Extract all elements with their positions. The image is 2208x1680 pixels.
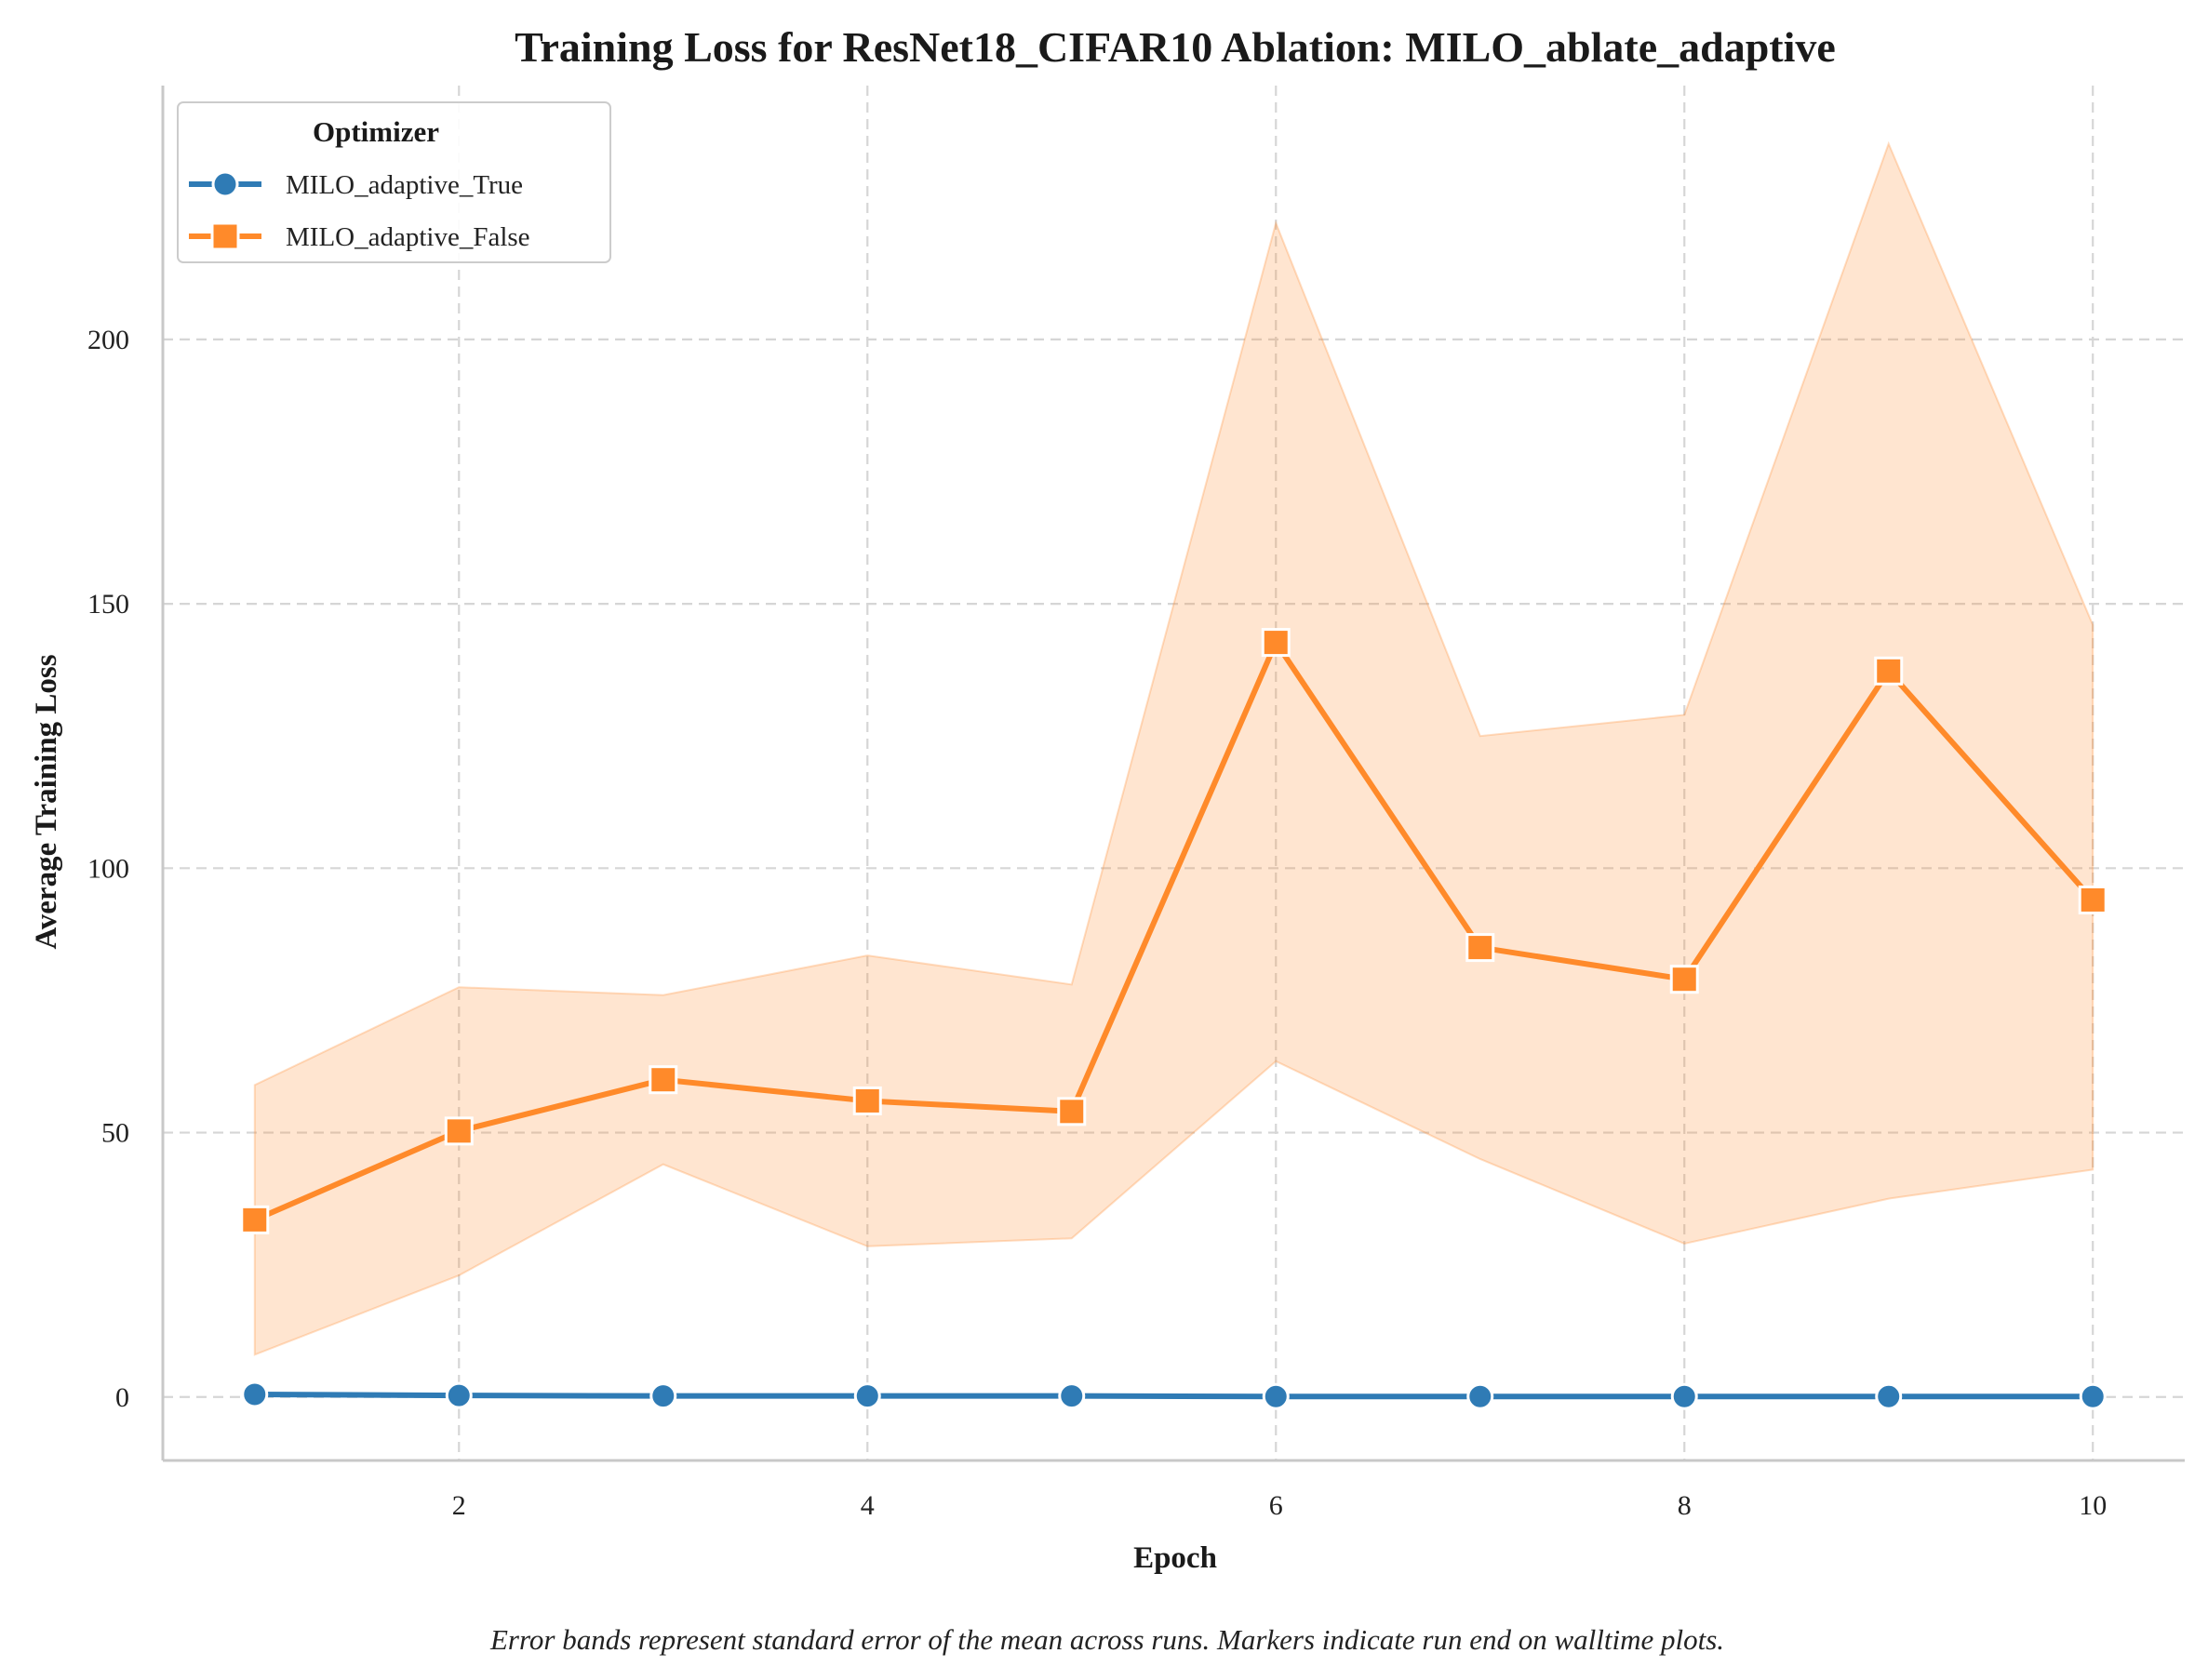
- data-point: [241, 1380, 269, 1408]
- x-tick-label: 4: [861, 1490, 875, 1521]
- series-markers: [240, 628, 2108, 1410]
- error-bands: [253, 140, 2094, 1398]
- series-line-MILO_adaptive_True: [251, 1391, 2096, 1400]
- data-point: [1466, 1382, 1494, 1410]
- data-point: [649, 1065, 678, 1095]
- data-point: [1874, 656, 1904, 686]
- data-point: [1261, 628, 1291, 658]
- y-tick-label: 200: [87, 325, 129, 355]
- data-point: [444, 1116, 474, 1146]
- data-point: [2078, 885, 2108, 914]
- data-point: [1670, 1382, 1698, 1410]
- legend-label: MILO_adaptive_False: [286, 222, 530, 252]
- legend-marker: [210, 221, 240, 251]
- data-point: [1058, 1382, 1086, 1410]
- y-axis-label: Average Training Loss: [30, 654, 63, 949]
- y-tick-label: 50: [101, 1118, 129, 1149]
- series-line-MILO_adaptive_False: [251, 639, 2096, 1223]
- legend-entries: MILO_adaptive_True MILO_adaptive_False: [189, 170, 530, 252]
- x-tick-labels: 2 4 6 8 10: [452, 1490, 2107, 1521]
- y-tick-labels: 0 50 100 150 200: [87, 325, 129, 1413]
- y-tick-label: 0: [115, 1382, 129, 1413]
- x-tick-label: 10: [2079, 1490, 2107, 1521]
- chart-caption: Error bands represent standard error of …: [489, 1623, 1724, 1656]
- x-tick-label: 2: [452, 1490, 466, 1521]
- data-point: [1875, 1382, 1903, 1410]
- legend-marker: [211, 170, 239, 198]
- data-point: [1057, 1097, 1087, 1127]
- x-axis-label: Epoch: [1133, 1541, 1217, 1575]
- legend-box: [177, 101, 611, 263]
- y-tick-label: 100: [87, 853, 129, 884]
- data-point: [852, 1086, 882, 1115]
- chart-title: Training Loss for ResNet18_CIFAR10 Ablat…: [515, 23, 1836, 71]
- data-point: [1262, 1382, 1290, 1410]
- legend-title: Optimizer: [313, 115, 439, 148]
- axes: [161, 86, 2185, 1462]
- y-tick-label: 150: [87, 589, 129, 620]
- x-tick-label: 6: [1269, 1490, 1283, 1521]
- data-point: [1465, 933, 1495, 963]
- data-point: [1669, 965, 1699, 994]
- legend-label: MILO_adaptive_True: [286, 170, 523, 200]
- data-point: [240, 1205, 270, 1234]
- data-point: [853, 1382, 881, 1410]
- legend: Optimizer MILO_adaptive_TrueMILO_adaptiv…: [177, 101, 611, 263]
- error-band-MILO_adaptive_False: [253, 140, 2094, 1356]
- data-point: [445, 1381, 473, 1409]
- series-lines: [251, 639, 2096, 1400]
- data-point: [2079, 1382, 2107, 1410]
- data-point: [649, 1382, 677, 1410]
- x-tick-label: 8: [1678, 1490, 1692, 1521]
